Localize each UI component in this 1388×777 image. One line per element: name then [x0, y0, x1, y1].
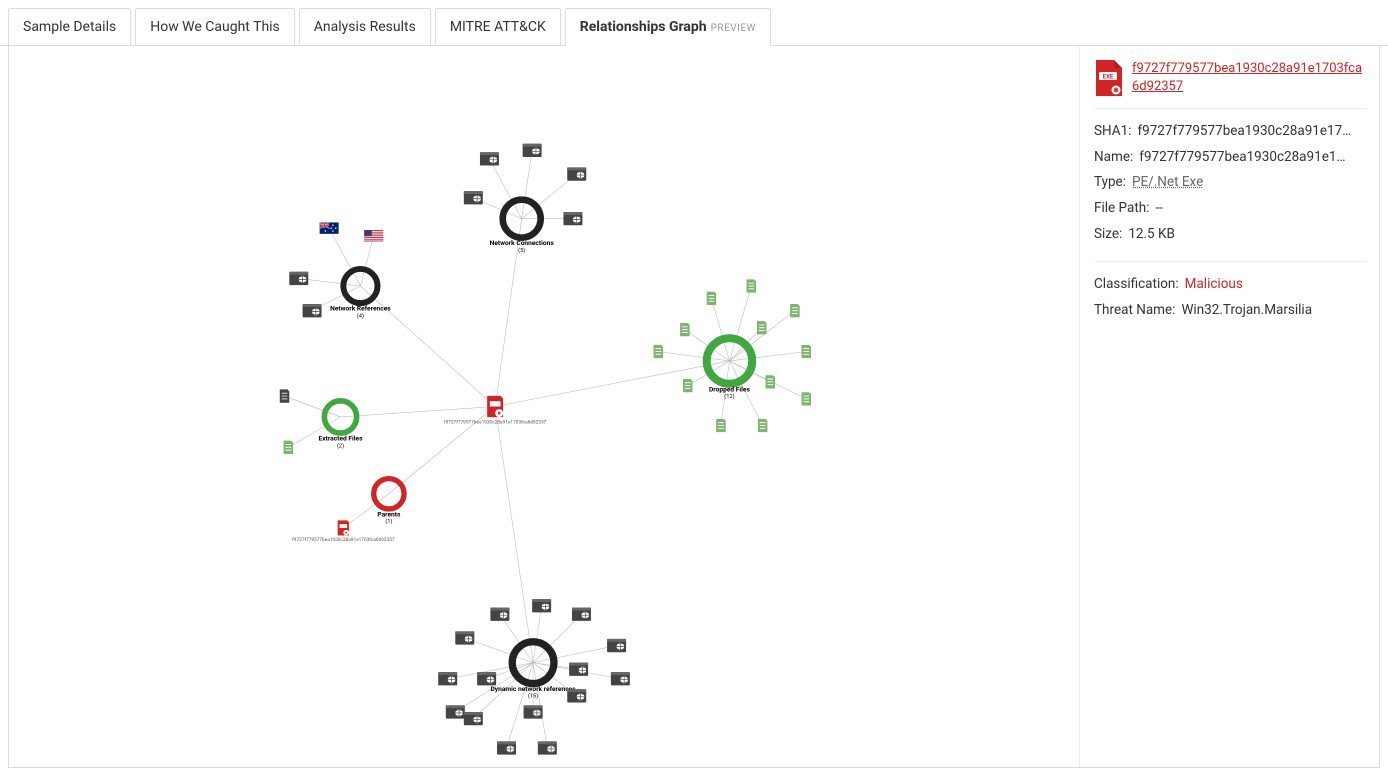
- value-sha1: f9727f779577bea1930c28a91e17…: [1137, 119, 1365, 145]
- graph-leaf-network_connections-0[interactable]: [480, 152, 499, 165]
- svg-text:(5): (5): [518, 247, 525, 254]
- label-name: Name:: [1094, 145, 1133, 171]
- tab-analysis-results[interactable]: Analysis Results: [299, 8, 431, 45]
- graph-cluster-parents[interactable]: Parents(1): [374, 479, 404, 526]
- svg-text:(12): (12): [724, 393, 734, 400]
- svg-text:f9727f779577bea1930c28a91e1703: f9727f779577bea1930c28a91e1703fca6d92357: [444, 419, 547, 426]
- graph-leaf-network_references-3[interactable]: [303, 304, 322, 317]
- graph-leaf-dynamic_network_references-11[interactable]: [524, 705, 543, 718]
- graph-leaf-dropped_files-8[interactable]: [766, 375, 775, 388]
- graph-cluster-network_references[interactable]: Network References(4): [330, 269, 391, 319]
- graph-leaf-dynamic_network_references-6[interactable]: [477, 672, 496, 685]
- sidebar-classification: Classification: Malicious Threat Name: W…: [1094, 272, 1365, 329]
- svg-text:Dropped Files: Dropped Files: [709, 385, 750, 393]
- svg-text:Network References: Network References: [330, 305, 391, 313]
- label-filepath: File Path:: [1094, 196, 1149, 222]
- row-sha1: SHA1: f9727f779577bea1930c28a91e17…: [1094, 119, 1365, 145]
- exe-file-icon: EXE: [1094, 60, 1122, 96]
- value-classification: Malicious: [1185, 272, 1365, 298]
- value-size: 12.5 KB: [1128, 222, 1365, 248]
- graph-leaf-dropped_files-7[interactable]: [683, 379, 692, 392]
- row-type: Type: PE/.Net Exe: [1094, 170, 1365, 196]
- graph-leaf-dynamic_network_references-3[interactable]: [455, 631, 474, 644]
- tab-badge: PREVIEW: [711, 23, 756, 34]
- graph-leaf-network_references-0[interactable]: [320, 222, 339, 233]
- graph-leaf-dynamic_network_references-1[interactable]: [490, 608, 509, 621]
- graph-leaf-network_connections-4[interactable]: [464, 191, 483, 204]
- graph-leaf-dropped_files-4[interactable]: [757, 321, 766, 334]
- label-classification: Classification:: [1094, 272, 1179, 298]
- row-classification: Classification: Malicious: [1094, 272, 1365, 298]
- graph-leaf-dropped_files-10[interactable]: [716, 419, 725, 432]
- graph-cluster-dynamic_network_references[interactable]: Dynamic network references(15): [491, 642, 577, 700]
- value-name: f9727f779577bea1930c28a91e1…: [1139, 145, 1365, 171]
- graph-leaf-dropped_files-5[interactable]: [654, 345, 663, 358]
- graph-leaf-dynamic_network_references-0[interactable]: [532, 599, 551, 612]
- graph-leaf-dynamic_network_references-10[interactable]: [464, 712, 483, 725]
- svg-text:(1): (1): [385, 518, 392, 525]
- label-threat: Threat Name:: [1094, 298, 1175, 324]
- tab-relationships-graph[interactable]: Relationships GraphPREVIEW: [565, 8, 771, 45]
- graph-leaf-network_connections-2[interactable]: [567, 167, 586, 180]
- content-container: f9727f779577bea1930c28a91e1703fca6d92357…: [8, 46, 1380, 768]
- tab-mitre-att-ck[interactable]: MITRE ATT&CK: [435, 8, 561, 45]
- graph-leaf-dropped_files-6[interactable]: [802, 345, 811, 358]
- label-type: Type:: [1094, 170, 1126, 196]
- graph-leaf-dropped_files-9[interactable]: [802, 392, 811, 405]
- value-filepath: --: [1155, 196, 1365, 222]
- details-sidebar: EXE f9727f779577bea1930c28a91e1703fca6d9…: [1079, 46, 1379, 767]
- svg-text:f9727f779577bea1930c28a91e1703: f9727f779577bea1930c28a91e1703fca6d92357: [292, 536, 395, 543]
- row-name: Name: f9727f779577bea1930c28a91e1…: [1094, 145, 1365, 171]
- tabs-bar: Sample DetailsHow We Caught ThisAnalysis…: [0, 0, 1388, 46]
- svg-text:Dynamic network references: Dynamic network references: [491, 685, 577, 693]
- graph-leaf-dynamic_network_references-2[interactable]: [572, 608, 591, 621]
- value-threat: Win32.Trojan.Marsilia: [1181, 298, 1365, 324]
- sidebar-details: SHA1: f9727f779577bea1930c28a91e17… Name…: [1094, 109, 1365, 253]
- graph-leaf-network_connections-1[interactable]: [523, 144, 542, 157]
- graph-svg[interactable]: f9727f779577bea1930c28a91e1703fca6d92357…: [9, 46, 1079, 767]
- svg-text:(15): (15): [528, 693, 538, 700]
- graph-node-center[interactable]: [487, 396, 503, 417]
- svg-text:EXE: EXE: [1103, 74, 1114, 81]
- graph-leaf-dynamic_network_references-4[interactable]: [607, 639, 626, 652]
- row-size: Size: 12.5 KB: [1094, 222, 1365, 248]
- label-sha1: SHA1:: [1094, 119, 1131, 145]
- relationships-graph[interactable]: f9727f779577bea1930c28a91e1703fca6d92357…: [9, 46, 1079, 767]
- svg-text:(4): (4): [357, 312, 364, 319]
- type-link[interactable]: PE/.Net Exe: [1132, 174, 1203, 190]
- svg-text:Network Connections: Network Connections: [490, 239, 555, 247]
- graph-leaf-network_references-1[interactable]: [364, 230, 383, 241]
- graph-leaf-dynamic_network_references-12[interactable]: [567, 689, 586, 702]
- graph-leaf-network_connections-3[interactable]: [563, 212, 582, 225]
- graph-leaf-dropped_files-0[interactable]: [747, 279, 756, 292]
- graph-leaf-dynamic_network_references-8[interactable]: [611, 672, 630, 685]
- svg-text:Parents: Parents: [377, 511, 401, 519]
- graph-leaf-dropped_files-1[interactable]: [707, 292, 716, 305]
- graph-cluster-extracted_files[interactable]: Extracted Files(2): [319, 401, 364, 449]
- graph-leaf-dynamic_network_references-7[interactable]: [569, 663, 588, 676]
- tab-how-we-caught-this[interactable]: How We Caught This: [135, 8, 295, 45]
- row-threat: Threat Name: Win32.Trojan.Marsilia: [1094, 298, 1365, 324]
- sample-hash-link[interactable]: f9727f779577bea1930c28a91e1703fca6d92357: [1132, 60, 1365, 95]
- graph-leaf-dynamic_network_references-5[interactable]: [438, 672, 457, 685]
- sidebar-header: EXE f9727f779577bea1930c28a91e1703fca6d9…: [1094, 60, 1365, 109]
- graph-leaf-dynamic_network_references-13[interactable]: [497, 741, 516, 754]
- graph-leaf-dropped_files-11[interactable]: [758, 419, 767, 432]
- svg-text:(2): (2): [337, 442, 344, 449]
- svg-text:Extracted Files: Extracted Files: [319, 435, 364, 443]
- graph-leaf-extracted_files-0[interactable]: [280, 389, 289, 402]
- graph-leaf-dropped_files-2[interactable]: [790, 304, 799, 317]
- graph-leaf-dynamic_network_references-9[interactable]: [446, 705, 465, 718]
- label-size: Size:: [1094, 222, 1122, 248]
- sidebar-divider: [1094, 261, 1365, 262]
- graph-leaf-dynamic_network_references-14[interactable]: [538, 741, 557, 754]
- graph-leaf-dropped_files-3[interactable]: [680, 323, 689, 336]
- graph-cluster-network_connections[interactable]: Network Connections(5): [490, 200, 555, 254]
- graph-leaf-network_references-2[interactable]: [289, 272, 308, 285]
- row-filepath: File Path: --: [1094, 196, 1365, 222]
- graph-leaf-extracted_files-1[interactable]: [284, 441, 293, 454]
- tab-sample-details[interactable]: Sample Details: [8, 8, 131, 45]
- graph-leaf-parents-0[interactable]: [338, 520, 349, 535]
